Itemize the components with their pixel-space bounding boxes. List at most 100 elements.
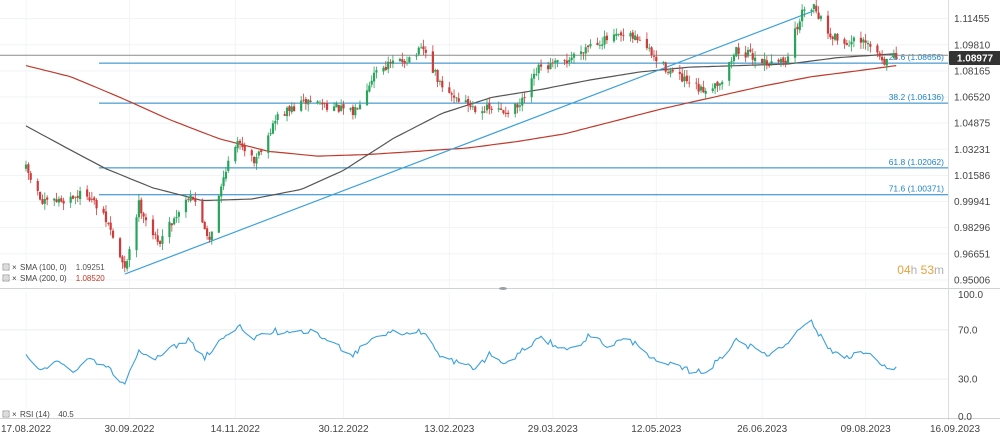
candle[interactable] [121,255,124,269]
candle[interactable] [836,33,839,45]
candle[interactable] [434,68,437,76]
candle[interactable] [135,214,138,258]
candle[interactable] [587,44,590,53]
trendline-layer[interactable] [124,10,815,275]
candle[interactable] [243,142,246,157]
candle[interactable] [819,14,823,22]
candle[interactable] [267,132,270,159]
candle[interactable] [579,45,583,61]
candle[interactable] [431,45,434,74]
candle[interactable] [547,61,550,73]
candle[interactable] [711,83,714,94]
candle[interactable] [666,70,670,75]
candle[interactable] [782,56,785,66]
candle[interactable] [753,51,757,69]
candle[interactable] [880,50,884,65]
candle[interactable] [144,213,148,227]
candle[interactable] [260,148,263,156]
candle[interactable] [765,56,768,70]
candle[interactable] [57,196,61,207]
candle[interactable] [39,191,42,201]
candle[interactable] [161,229,164,250]
legend-sma-100[interactable]: × SMA (100, 0) 1.09251 [2,263,105,272]
candle[interactable] [619,30,623,42]
candle[interactable] [605,32,609,44]
candle[interactable] [389,59,392,69]
candle[interactable] [474,105,477,114]
candle[interactable] [335,101,338,108]
candle[interactable] [718,83,721,91]
candle[interactable] [307,98,310,112]
candle[interactable] [810,8,813,17]
candle[interactable] [250,148,253,162]
candle[interactable] [156,228,159,246]
candle[interactable] [589,39,592,49]
candle[interactable] [499,102,503,111]
candle[interactable] [424,46,427,59]
candle[interactable] [852,36,855,48]
candle[interactable] [175,209,178,223]
candle[interactable] [532,68,536,86]
candle[interactable] [184,194,188,218]
candle[interactable] [652,49,656,61]
candle[interactable] [189,190,192,203]
candle[interactable] [351,104,355,120]
price-axis[interactable]: 1.11455 1.09810 1.08165 1.06520 1.04875 1.032… [949,14,1000,286]
candle[interactable] [168,217,171,244]
candle[interactable] [497,101,500,113]
candle[interactable] [88,192,91,202]
candle[interactable] [535,67,538,77]
candle[interactable] [895,46,898,60]
candle[interactable] [584,43,587,61]
candle[interactable] [391,55,394,69]
candle[interactable] [109,216,112,236]
candle[interactable] [763,52,766,72]
candle[interactable] [695,78,698,90]
candle[interactable] [375,66,378,79]
candlestick-series[interactable] [24,0,898,273]
candle[interactable] [507,110,510,118]
legend-rsi[interactable]: × RSI (14) 40.5 [2,410,74,419]
candle[interactable] [43,192,46,210]
candle[interactable] [285,106,289,122]
candle[interactable] [441,76,444,93]
candle[interactable] [332,102,336,112]
candle[interactable] [126,258,129,272]
candle[interactable] [554,58,557,70]
candle[interactable] [151,215,155,240]
candle[interactable] [255,153,258,170]
candle[interactable] [177,210,180,224]
candle[interactable] [74,196,77,205]
candle[interactable] [565,53,569,68]
candle[interactable] [187,197,190,203]
candle[interactable] [622,28,625,41]
candle[interactable] [516,102,519,114]
candle[interactable] [601,37,604,50]
candle[interactable] [716,80,719,93]
candle[interactable] [154,231,157,240]
candle[interactable] [549,57,552,70]
candle[interactable] [650,46,653,58]
candle[interactable] [648,43,651,52]
candle[interactable] [612,28,616,44]
legend-sma-200[interactable]: × SMA (200, 0) 1.08520 [2,274,105,283]
candle[interactable] [892,49,895,60]
candle[interactable] [158,239,162,248]
candle[interactable] [118,236,122,259]
candle[interactable] [387,56,390,74]
candle[interactable] [90,191,93,203]
candle[interactable] [617,33,620,37]
candle[interactable] [471,100,474,111]
candle[interactable] [340,99,343,112]
candle[interactable] [826,10,830,39]
candle[interactable] [293,102,296,112]
candle[interactable] [123,255,126,273]
candle[interactable] [638,36,641,41]
candle[interactable] [523,91,526,103]
candle[interactable] [220,183,223,203]
candle[interactable] [384,61,387,72]
candle[interactable] [382,65,385,75]
candle[interactable] [276,111,279,125]
candle[interactable] [796,23,799,36]
candle[interactable] [316,100,319,105]
